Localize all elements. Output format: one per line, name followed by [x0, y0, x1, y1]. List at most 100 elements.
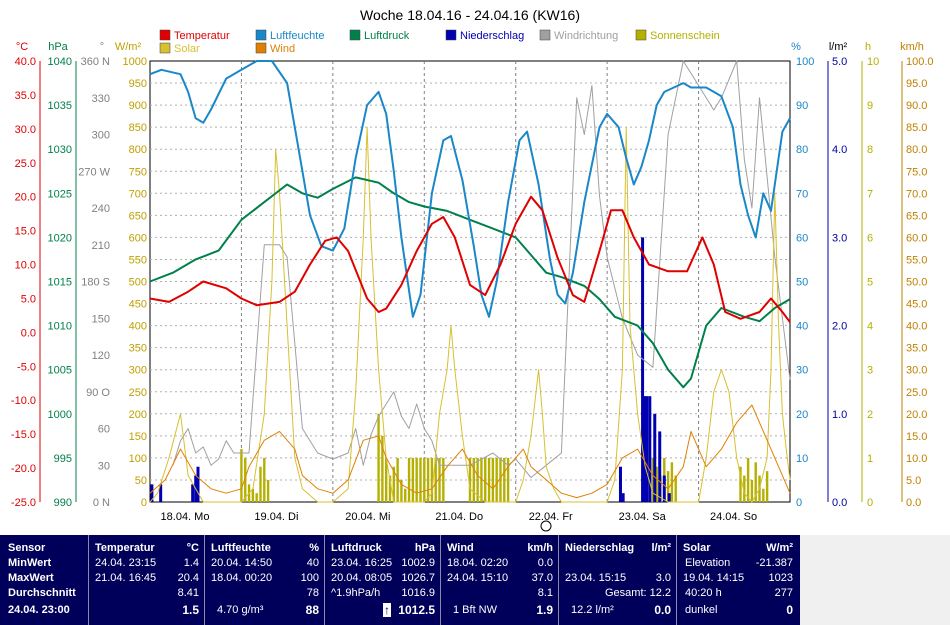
rain-bar [196, 466, 200, 502]
sunshine-bar [411, 457, 415, 502]
header-wind: Wind [447, 542, 474, 554]
sunshine-tick: 4 [867, 321, 873, 333]
wind-current-value: 1.9 [536, 603, 553, 617]
press-max-time: 20.04. 08:05 [331, 572, 393, 584]
legend-swatch [255, 29, 267, 41]
hum-max-time: 18.04. 00:20 [211, 572, 273, 584]
direction-tick: 180 S [81, 277, 110, 289]
header-wind-unit: km/h [527, 542, 553, 554]
humidity-tick: 20 [796, 409, 808, 421]
sunshine-tick: 1 [867, 453, 873, 465]
press-current-value: 1012.5 [398, 603, 435, 617]
sunshine-tick: 3 [867, 365, 873, 377]
wind-tick: 20.0 [906, 409, 927, 421]
direction-tick: 120 [92, 350, 110, 362]
direction-tick: 330 [92, 93, 110, 105]
pressure-tick: 1040 [48, 56, 72, 68]
wind-line [149, 404, 791, 499]
sunshine-bar [426, 457, 430, 502]
direction-tick: 300 [92, 130, 110, 142]
now-marker-icon[interactable] [540, 520, 552, 532]
wind-tick: 10.0 [906, 453, 927, 465]
solar-tick: 50 [135, 475, 147, 487]
pressure-tick: 1005 [48, 365, 72, 377]
temperature-tick: 35.0 [15, 90, 36, 102]
header-pressure-unit: hPa [414, 542, 435, 554]
solar-tick: 650 [129, 210, 147, 222]
sunshine-bar [244, 457, 247, 502]
header-solar: Solar [683, 542, 711, 554]
legend-swatch [349, 29, 361, 41]
sunshine-bar [765, 471, 769, 502]
sunshine-bar [750, 479, 754, 502]
press-min-time: 23.04. 16:25 [331, 557, 393, 569]
sunshine-bar [499, 457, 502, 502]
chart-title: Woche 18.04.16 - 24.04.16 (KW16) [360, 7, 580, 23]
solar-unit: W/m² [115, 41, 142, 53]
wind-tick: 50.0 [906, 277, 927, 289]
solar-tick: 350 [129, 343, 147, 355]
header-temperature-unit: °C [186, 542, 199, 554]
humidity-line [149, 60, 791, 318]
wind-tick: 100.0 [906, 56, 934, 68]
temperature-unit: °C [16, 41, 28, 53]
header-pressure: Luftdruck [331, 542, 382, 554]
rain-tick: 2.0 [832, 321, 847, 333]
legend-swatch [255, 42, 267, 54]
x-tick-label: 20.04. Mi [345, 511, 390, 523]
rain-bars [150, 237, 671, 502]
sunshine-bar [377, 413, 380, 502]
sunshine-tick: 6 [867, 232, 873, 244]
humidity-tick: 40 [796, 321, 808, 333]
row-label-avg: Durchschnitt [8, 587, 76, 599]
wind-max-time: 24.04. 15:10 [447, 572, 509, 584]
sunshine-bar [495, 457, 498, 502]
solar-tick: 0 [141, 497, 147, 509]
pressure-tick: 990 [54, 497, 72, 509]
legend-swatch [159, 42, 171, 54]
wind-min-time: 18.04. 02:20 [447, 557, 509, 569]
pressure-tick: 1010 [48, 321, 72, 333]
x-tick-label: 21.04. Do [435, 511, 483, 523]
summary-col-wind: Wind km/h 18.04. 02:20 0.0 24.04. 15:10 … [440, 535, 559, 625]
solar-tick: 250 [129, 387, 147, 399]
temperature-tick: 40.0 [15, 56, 36, 68]
rain-tick: 1.0 [832, 409, 847, 421]
press-trend: ^1.9hPa/h [331, 587, 381, 599]
rain-current-label: 12.2 l/m² [571, 604, 614, 616]
summary-col-pressure: Luftdruck hPa 23.04. 16:25 1002.9 20.04.… [324, 535, 441, 625]
direction-tick: 360 N [81, 56, 110, 68]
sunshine-bar [240, 449, 243, 502]
solar-tick: 150 [129, 431, 147, 443]
rain-bar [641, 237, 645, 502]
solar-elevation-value: -21.387 [755, 557, 793, 569]
sunshine-bar [754, 462, 757, 502]
humidity-tick: 70 [796, 188, 808, 200]
rain-bar [653, 413, 657, 502]
solar-tick: 850 [129, 122, 147, 134]
humidity-tick: 60 [796, 232, 808, 244]
pressure-tick: 995 [54, 453, 72, 465]
rain-current-value: 0.0 [654, 603, 671, 617]
sunshine-bar [415, 457, 418, 502]
wind-tick: 5.0 [906, 475, 921, 487]
sunshine-tick: 5 [867, 277, 873, 289]
row-label-max: MaxWert [8, 572, 54, 584]
sunshine-tick: 2 [867, 409, 873, 421]
hum-min-value: 40 [306, 557, 319, 569]
sunshine-bar [739, 466, 742, 502]
legend-label: Sonnenschein [650, 30, 720, 42]
temp-min-time: 24.04. 23:15 [95, 557, 157, 569]
humidity-tick: 10 [796, 453, 808, 465]
series-lines [149, 60, 791, 503]
direction-tick: 150 [92, 313, 110, 325]
temp-max-value: 20.4 [177, 572, 199, 584]
humidity-tick: 50 [796, 277, 808, 289]
axis-labels: 40.035.030.025.020.015.010.05.00.0-5.0-1… [11, 41, 934, 509]
rain-bar [658, 431, 662, 502]
solar-tick: 550 [129, 254, 147, 266]
solar-current-label: dunkel [685, 604, 718, 616]
wind-tick: 25.0 [906, 387, 927, 399]
x-tick-label: 23.04. Sa [619, 511, 667, 523]
sunshine-bar [670, 462, 674, 502]
